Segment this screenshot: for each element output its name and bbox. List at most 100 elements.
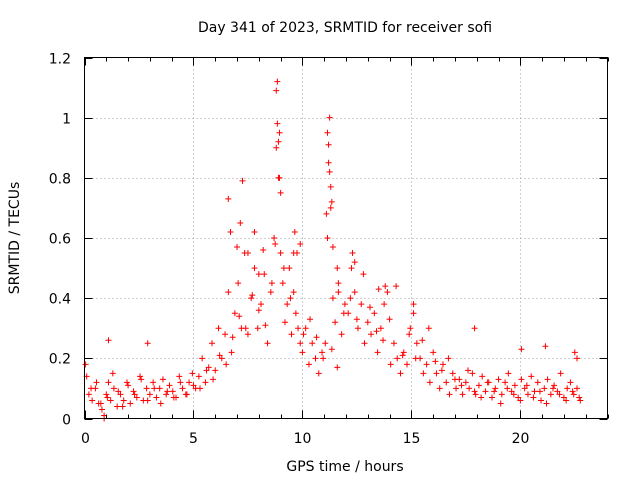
data-point xyxy=(125,382,132,389)
data-point xyxy=(492,385,499,392)
data-point xyxy=(329,295,336,302)
x-tick-label: 0 xyxy=(81,431,90,447)
data-point xyxy=(508,388,515,395)
data-point xyxy=(324,235,331,241)
data-point xyxy=(563,397,570,404)
data-point xyxy=(212,367,219,374)
data-point xyxy=(258,301,265,308)
data-point xyxy=(497,400,504,407)
data-point xyxy=(335,280,342,287)
data-point xyxy=(302,325,309,332)
data-point xyxy=(127,400,134,407)
data-point xyxy=(208,340,215,347)
data-point xyxy=(375,286,382,293)
data-point xyxy=(327,204,334,211)
data-point xyxy=(573,355,580,362)
y-tick-labels: 0 0.2 0.4 0.6 0.8 1 1.2 xyxy=(49,52,71,429)
data-point xyxy=(110,385,117,392)
data-point xyxy=(88,385,95,392)
data-point xyxy=(322,340,329,347)
data-point xyxy=(276,174,283,181)
data-point xyxy=(390,340,397,347)
data-point xyxy=(436,385,443,392)
data-point xyxy=(327,183,334,190)
data-point xyxy=(478,394,485,401)
data-point xyxy=(85,391,92,398)
data-point xyxy=(354,325,361,332)
data-point xyxy=(347,295,354,302)
data-point xyxy=(199,355,206,362)
data-point xyxy=(313,334,320,341)
data-point xyxy=(138,376,145,383)
data-point xyxy=(484,379,491,386)
data-point xyxy=(281,319,288,326)
data-point xyxy=(377,325,384,332)
data-point xyxy=(419,337,426,344)
data-point xyxy=(479,373,486,380)
data-point xyxy=(286,265,293,272)
data-point xyxy=(410,301,417,308)
data-point xyxy=(576,394,583,401)
data-point xyxy=(326,168,333,175)
data-point xyxy=(469,370,476,377)
x-tick-labels: 0 5 10 15 20 xyxy=(81,431,529,447)
data-point xyxy=(510,391,517,398)
data-point xyxy=(323,210,330,217)
data-point xyxy=(524,391,531,398)
data-point xyxy=(511,382,518,389)
data-point xyxy=(280,265,287,272)
data-point xyxy=(288,331,295,338)
data-point xyxy=(105,379,112,386)
data-point xyxy=(328,346,335,353)
data-point xyxy=(299,349,306,356)
data-point xyxy=(326,114,333,121)
data-point xyxy=(334,364,341,371)
data-point xyxy=(205,364,212,371)
data-point xyxy=(458,382,465,389)
data-point xyxy=(290,289,297,296)
data-point xyxy=(229,334,236,341)
data-point xyxy=(234,244,241,251)
data-point xyxy=(404,361,411,368)
data-point xyxy=(505,370,512,377)
data-point xyxy=(227,228,234,235)
data-point xyxy=(564,385,571,392)
data-point xyxy=(567,379,574,386)
x-tick-label: 5 xyxy=(189,431,198,447)
data-point xyxy=(291,228,298,235)
y-tick-label: 1.2 xyxy=(49,52,71,68)
data-point xyxy=(384,289,391,296)
data-point xyxy=(222,331,229,338)
data-point xyxy=(143,385,150,392)
data-point xyxy=(223,361,230,368)
data-point xyxy=(530,394,537,401)
data-point xyxy=(531,388,538,395)
data-point xyxy=(517,397,524,404)
data-point xyxy=(179,385,186,392)
data-point xyxy=(315,370,322,377)
data-point xyxy=(475,382,482,389)
data-point xyxy=(251,228,258,235)
data-point xyxy=(538,397,545,404)
y-tick-label: 0.8 xyxy=(49,172,71,188)
data-point xyxy=(239,177,246,184)
data-point xyxy=(183,391,190,398)
data-point xyxy=(459,391,466,398)
data-point xyxy=(466,385,473,392)
data-point xyxy=(260,247,267,254)
data-point xyxy=(150,379,157,386)
data-point xyxy=(130,388,137,395)
data-point xyxy=(387,361,394,368)
data-point xyxy=(89,397,96,404)
data-point xyxy=(307,316,314,323)
data-point xyxy=(146,391,153,398)
data-point xyxy=(117,391,124,398)
y-tick-label: 0.4 xyxy=(49,292,71,308)
data-point xyxy=(272,241,279,248)
data-point xyxy=(305,361,312,368)
data-point xyxy=(542,343,549,350)
data-point xyxy=(351,259,358,266)
data-point xyxy=(274,78,281,85)
data-point xyxy=(498,391,505,398)
data-point xyxy=(349,250,356,257)
